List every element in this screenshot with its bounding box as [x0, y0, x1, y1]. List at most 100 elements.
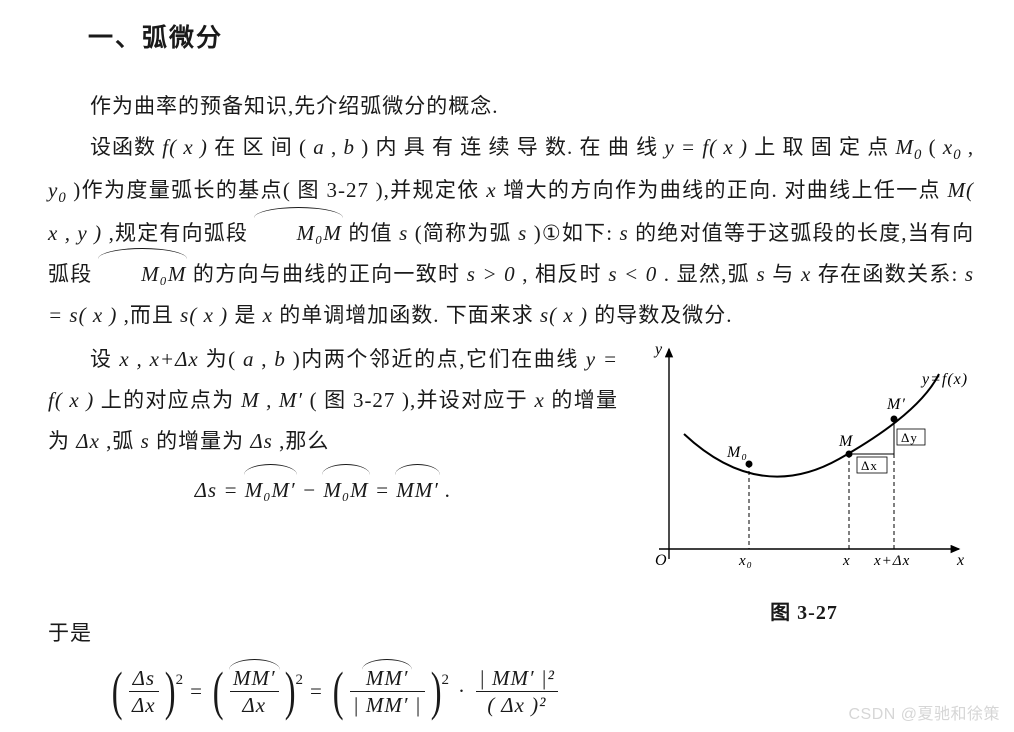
lparen: (: [112, 664, 123, 718]
den-abs: | MM′ |: [350, 692, 425, 718]
num: Δs: [130, 665, 159, 691]
text: y: [48, 178, 58, 202]
label-dx: Δx: [861, 458, 878, 473]
text: 增大的方向作为曲线的正向. 对曲线上任一点: [503, 178, 941, 202]
arc-M0M: M₀M: [323, 470, 368, 511]
curve: [684, 374, 939, 477]
left-column: 设 x , x+Δx 为( a , b )内两个邻近的点,它们在曲线 y = f…: [48, 339, 618, 633]
period: .: [445, 478, 451, 502]
document-page: 一、弧微分 作为曲率的预备知识,先介绍弧微分的概念. 设函数 f( x ) 在 …: [0, 0, 1014, 728]
arc-M0M: M₀M: [99, 254, 186, 295]
equation-ratio: ( Δs Δx ) 2 = ( MM′ Δx ) 2 =: [108, 664, 974, 718]
label-M0: M₀: [726, 444, 748, 461]
paragraph-intro: 作为曲率的预备知识,先介绍弧微分的概念.: [48, 86, 974, 127]
math-yfx: y = f( x ): [664, 135, 748, 159]
num-arc: MM′: [363, 665, 412, 691]
cdot: ·: [458, 671, 466, 712]
lparen: (: [333, 664, 344, 718]
sub: 0: [953, 147, 961, 163]
two-column-region: 设 x , x+Δx 为( a , b )内两个邻近的点,它们在曲线 y = f…: [48, 339, 974, 633]
text: 的导数及微分.: [594, 303, 732, 327]
text: x: [943, 135, 953, 159]
den: Δx: [129, 692, 159, 718]
math-sx: s( x ): [180, 303, 228, 327]
text: 的单调增加函数. 下面来求: [279, 303, 540, 327]
text: )作为度量弧长的基点( 图 3-27 ),并规定依: [73, 178, 486, 202]
text: )内两个邻近的点,它们在曲线: [293, 347, 586, 371]
square: 2: [296, 666, 305, 695]
math-b: b: [344, 135, 356, 159]
arc-MMp: MM′: [396, 470, 439, 511]
math-x: x: [263, 303, 273, 327]
label-y-axis: y: [653, 341, 663, 358]
math-slt0: s < 0: [608, 262, 657, 286]
den: Δx: [239, 692, 269, 718]
square: 2: [441, 666, 450, 695]
frac-arc-dx: MM′ Δx: [230, 665, 279, 719]
text: 的增量为: [156, 429, 250, 453]
math-ds: Δs: [250, 429, 273, 453]
text: 上 取 固 定 点: [754, 135, 895, 159]
equals: =: [190, 671, 203, 712]
math-s: s: [141, 429, 150, 453]
paragraph-setup: 设函数 f( x ) 在 区 间 ( a , b ) 内 具 有 连 续 导 数…: [48, 127, 974, 336]
text: 作为曲率的预备知识,先介绍弧微分的概念.: [90, 94, 499, 118]
text: ,: [261, 347, 274, 371]
math-s: s: [399, 221, 408, 245]
figure-3-27: y x O y=f(x) M₀ M M′ x₀ x x+Δx Δx Δy: [639, 339, 969, 574]
math-sgt0: s > 0: [467, 262, 516, 286]
text: M: [896, 135, 915, 159]
frac-chord-dx: | MM′ |² ( Δx )²: [476, 665, 558, 719]
sub: 0: [914, 147, 922, 163]
text: 为(: [206, 347, 243, 371]
math-sx: s( x ): [540, 303, 588, 327]
num: | MM′ |²: [476, 665, 558, 691]
math-x: x: [801, 262, 811, 286]
math-x: x: [486, 178, 496, 202]
term2: ( MM′ Δx ) 2: [209, 664, 304, 718]
text: , 相反时: [522, 262, 608, 286]
text: )①如下:: [534, 221, 613, 245]
body-text: 作为曲率的预备知识,先介绍弧微分的概念. 设函数 f( x ) 在 区 间 ( …: [48, 86, 974, 718]
square: 2: [176, 666, 185, 695]
label-dy: Δy: [901, 430, 918, 445]
arc-M0Mp: M₀M′: [245, 470, 296, 511]
text: ,弧: [106, 429, 141, 453]
math-xxdx: x , x+Δx: [119, 347, 198, 371]
frac-ds-dx: Δs Δx: [129, 665, 159, 719]
math-y0: y0: [48, 178, 67, 202]
num-arc: MM′: [230, 665, 279, 691]
math-s: s: [756, 262, 765, 286]
math-dx: Δx: [76, 429, 100, 453]
text: (: [929, 135, 943, 159]
text: 于是: [48, 621, 92, 645]
math-MMp: M , M′: [241, 388, 303, 412]
math-s: s: [518, 221, 527, 245]
text: ,: [331, 135, 344, 159]
label-x-axis: x: [956, 552, 965, 569]
term3: ( MM′ | MM′ | ) 2: [329, 664, 450, 718]
rparen: ): [284, 664, 295, 718]
text: 上的对应点为: [101, 388, 241, 412]
text: 的值: [348, 221, 399, 245]
text: 设函数: [90, 135, 162, 159]
text: ,那么: [279, 429, 329, 453]
math-a: a: [243, 347, 255, 371]
text: ,而且: [124, 303, 181, 327]
equals: =: [375, 478, 396, 502]
math-x0: x0: [943, 135, 962, 159]
label-curve: y=f(x): [920, 371, 968, 388]
text: 设: [90, 347, 119, 371]
text: ) 内 具 有 连 续 导 数. 在 曲 线: [361, 135, 664, 159]
equation-delta-s: Δs = M₀M′ − M₀M = MM′ .: [28, 470, 618, 511]
term1: ( Δs Δx ) 2: [108, 664, 184, 718]
math-a: a: [313, 135, 325, 159]
text: ,: [968, 135, 974, 159]
paragraph-two-points: 设 x , x+Δx 为( a , b )内两个邻近的点,它们在曲线 y = f…: [48, 339, 618, 462]
lparen: (: [213, 664, 224, 718]
frac-arc-chord: MM′ | MM′ |: [350, 665, 425, 719]
den: ( Δx )²: [484, 692, 549, 718]
sub: 0: [58, 190, 66, 206]
rparen: ): [164, 664, 175, 718]
math-x: x: [535, 388, 545, 412]
